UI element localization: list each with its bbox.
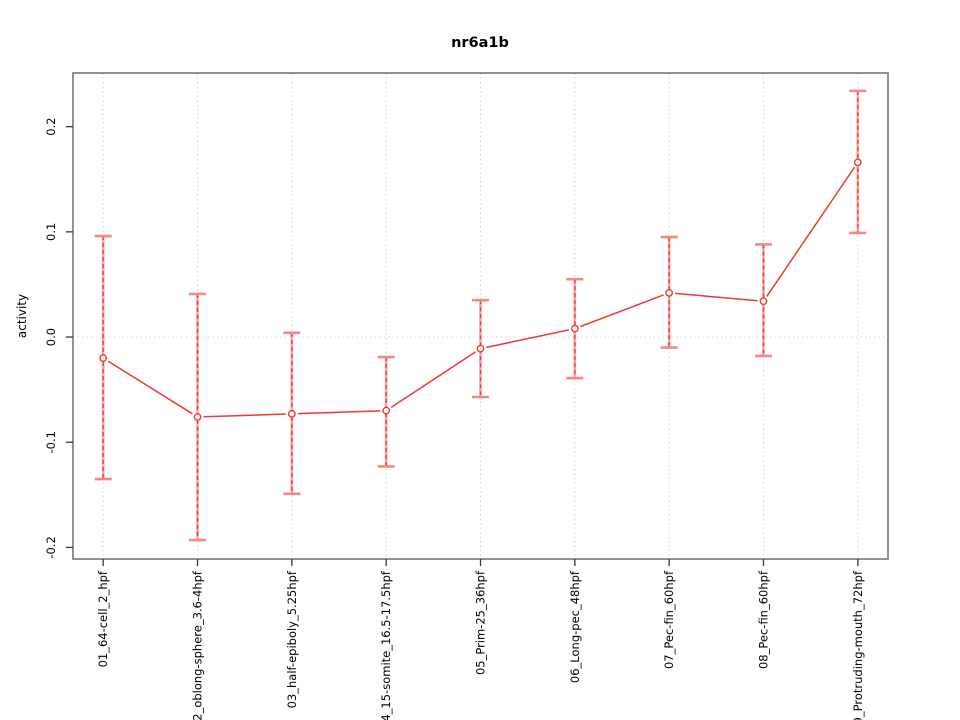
series-line-segment [390,351,476,409]
y-tick-label: -0.1 [44,431,58,453]
y-tick-label: 0.1 [44,223,58,241]
y-tick-label: 0.2 [44,118,58,136]
series-line-segment [203,413,286,418]
data-point [99,354,108,362]
x-tick-label: 01_64-cell_2_hpf [96,570,110,667]
data-point [382,406,391,415]
x-tick-label: 04_15-somite_16.5-17.5hpf [379,570,393,720]
x-tick-label: 09_Protruding-mouth_72hpf [851,570,865,720]
series-line-segment [486,329,570,349]
series-line-segment [675,292,758,302]
x-tick-label: 03_half-epiboly_5.25hpf [285,570,299,708]
y-tick-label: 0.0 [44,328,58,346]
series-line-segment [766,166,856,297]
x-tick-label: 05_Prim-25_36hpf [474,570,488,675]
plot-area: 01_64-cell_2_hpf 02_oblong-sphere_3.6-4hp… [44,72,889,720]
y-axis-label: activity [15,294,29,338]
data-point [665,288,674,297]
chart-title: nr6a1b [451,35,509,51]
data-point [476,344,485,353]
data-point [193,413,202,421]
x-tick-label: 06_Long-pec_48hpf [568,570,582,683]
x-tick-label: 07_Pec-fin_60hpf [662,570,676,669]
data-point [853,158,862,167]
x-tick-label: 08_Pec-fin_60hpf [757,570,771,669]
series-line-segment [107,360,193,415]
data-point [287,409,296,418]
data-point [759,297,768,306]
data-point [570,324,579,333]
y-tick-label: -0.2 [44,536,58,558]
series-line-segment [580,294,664,328]
series-line-segment [297,410,381,415]
x-tick-label: 02_oblong-sphere_3.6-4hpf [191,570,205,720]
